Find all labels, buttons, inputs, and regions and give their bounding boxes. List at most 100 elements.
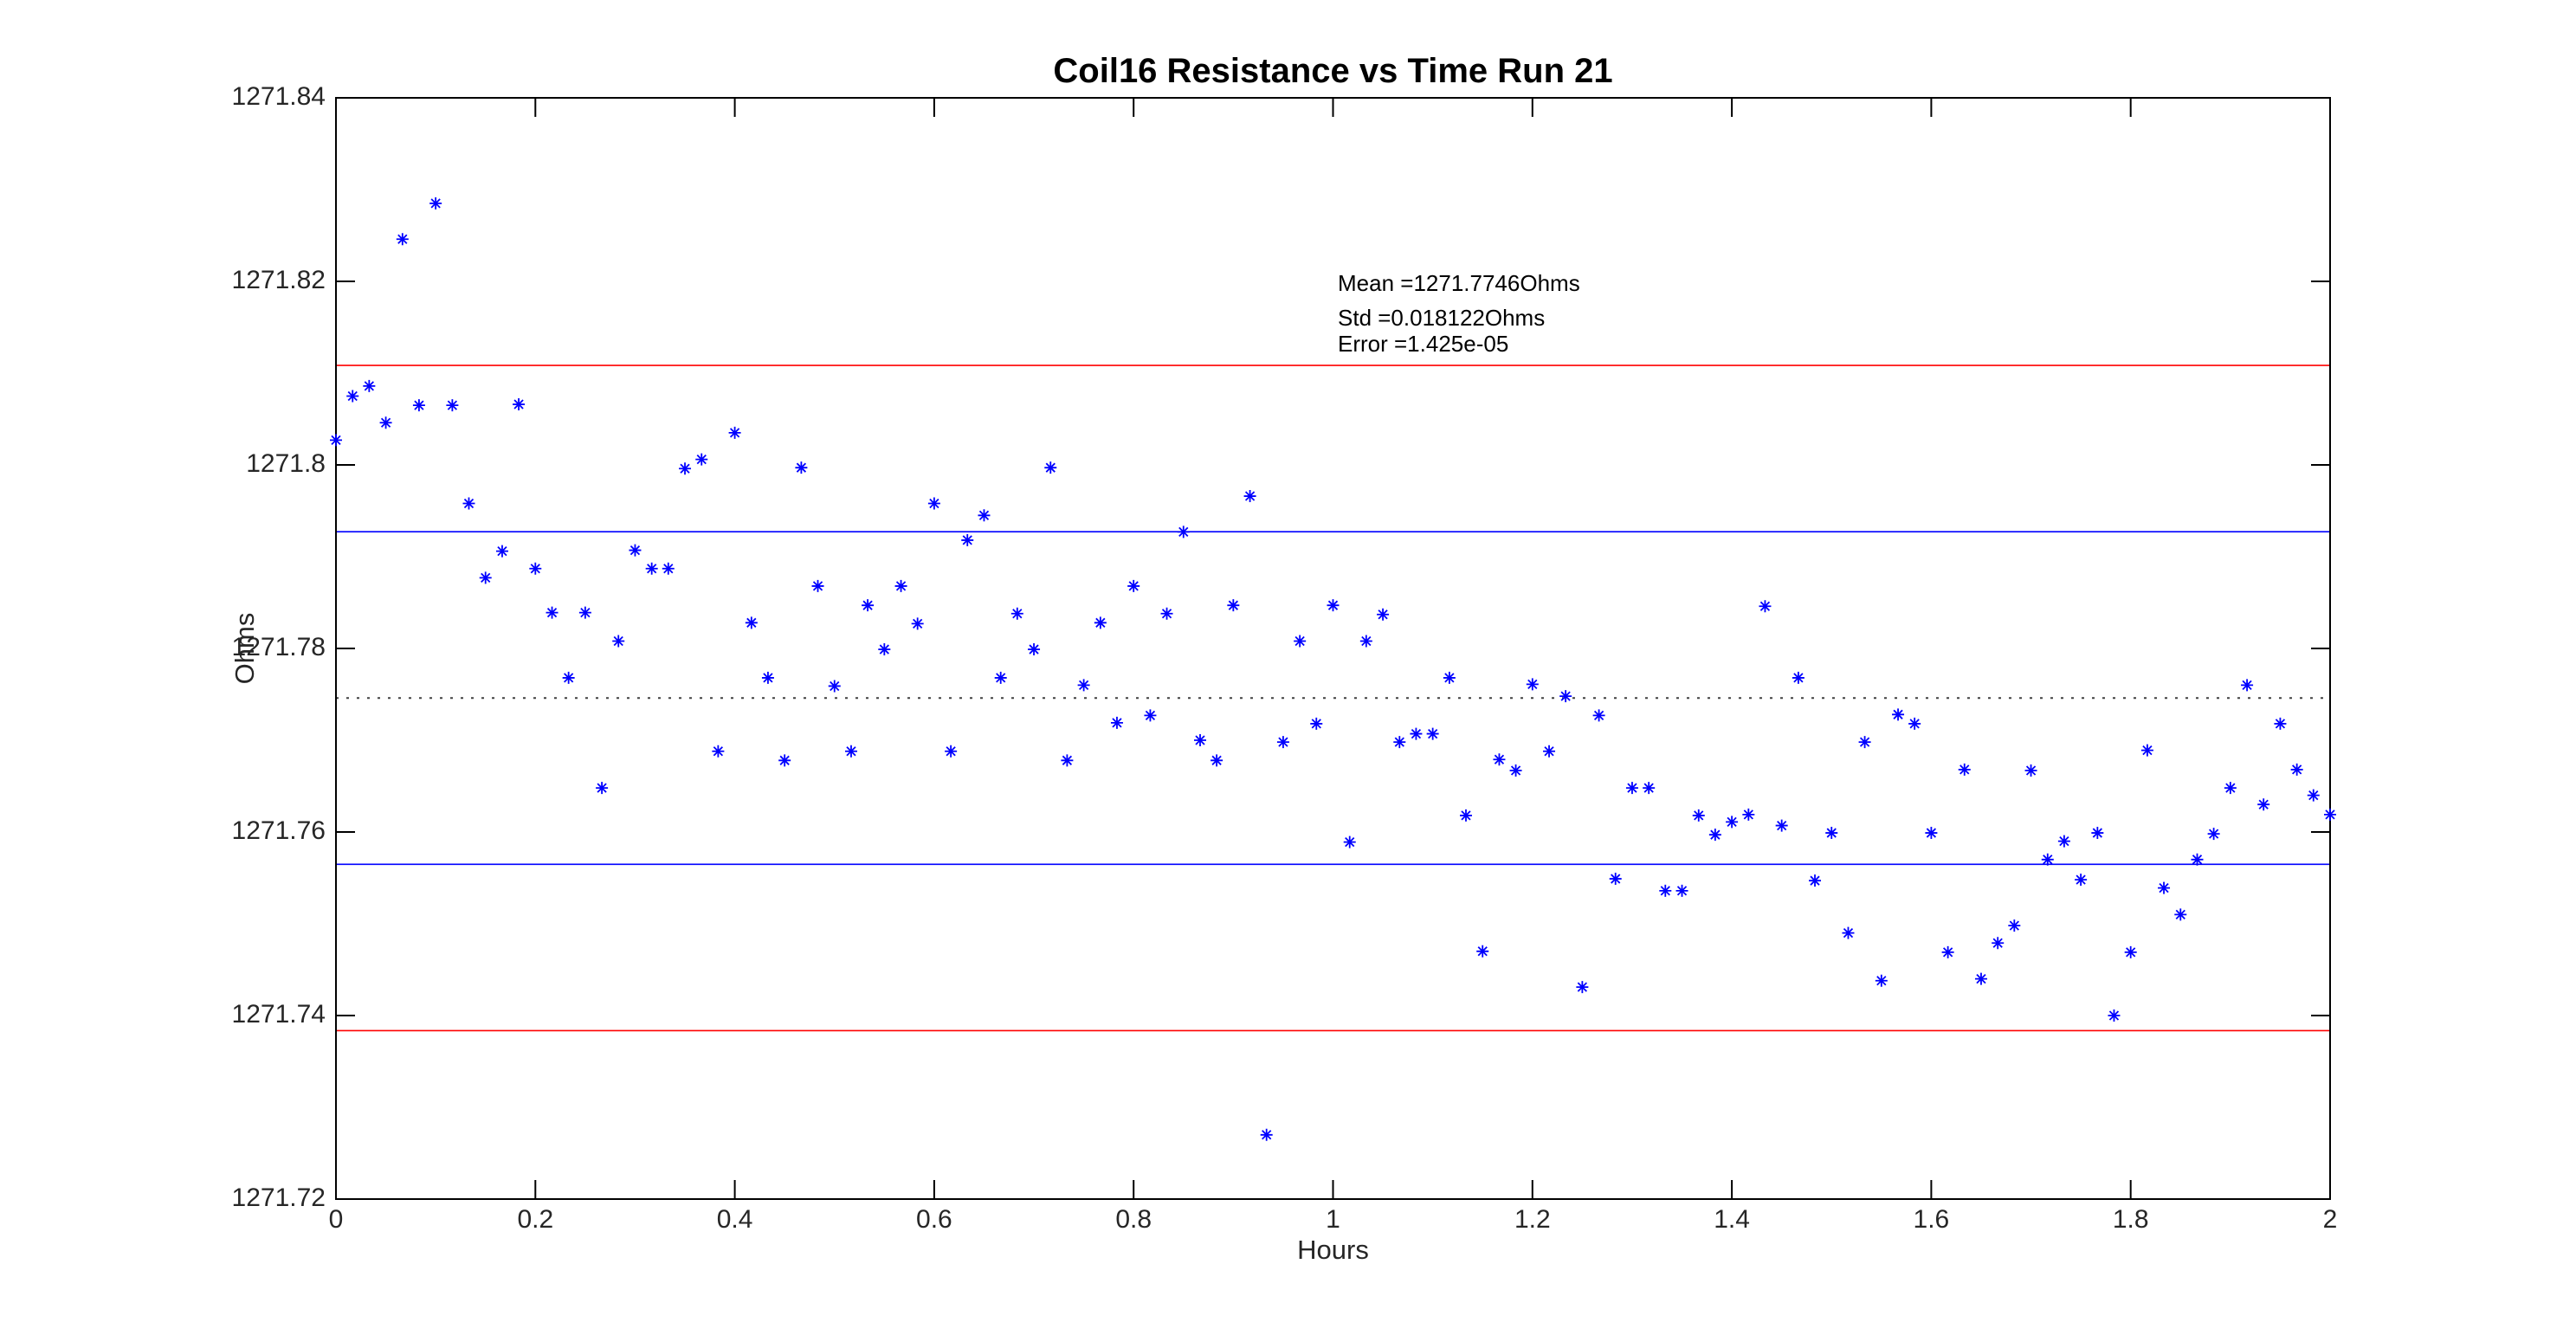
- data-point-marker: [363, 379, 376, 392]
- data-point-marker: [1941, 945, 1954, 958]
- data-point-marker: [1974, 972, 1987, 985]
- data-point-marker: [2091, 827, 2104, 840]
- data-point-marker: [1759, 600, 1772, 613]
- data-point-marker: [745, 616, 758, 629]
- data-point-marker: [828, 680, 841, 693]
- data-point-marker: [1775, 819, 1788, 832]
- y-tick-label: 1271.84: [231, 82, 326, 111]
- data-point-marker: [862, 599, 875, 612]
- x-tick-label: 1.8: [2112, 1205, 2149, 1234]
- data-point-marker: [761, 671, 774, 684]
- data-point-marker: [1327, 599, 1340, 612]
- data-point-marker: [1908, 717, 1921, 730]
- data-point-marker: [379, 416, 392, 429]
- data-point-marker: [994, 671, 1007, 684]
- data-point-marker: [1476, 945, 1489, 958]
- data-point-marker: [1194, 734, 1207, 746]
- data-point-marker: [978, 509, 991, 522]
- x-tick-label: 0.4: [716, 1205, 753, 1234]
- x-tick-label: 1.2: [1514, 1205, 1551, 1234]
- data-point-marker: [1211, 754, 1223, 767]
- data-point-marker: [1177, 526, 1190, 539]
- data-point-marker: [1858, 736, 1871, 749]
- y-tick-label: 1271.76: [231, 816, 326, 845]
- data-point-marker: [2290, 763, 2303, 776]
- data-point-marker: [446, 399, 459, 412]
- y-tick-label: 1271.78: [231, 633, 326, 661]
- y-tick-label: 1271.74: [231, 1000, 326, 1029]
- data-point-marker: [1543, 745, 1556, 758]
- data-point-marker: [1310, 717, 1323, 730]
- data-point-marker: [712, 745, 725, 758]
- data-point-marker: [1526, 678, 1539, 691]
- data-point-marker: [1343, 835, 1356, 848]
- data-point-marker: [1227, 599, 1240, 612]
- data-point-marker: [2191, 853, 2204, 866]
- x-tick-label: 2: [2322, 1205, 2338, 1234]
- y-tick-label: 1271.72: [231, 1183, 326, 1212]
- data-point-marker: [1061, 754, 1074, 767]
- data-point-marker: [1044, 461, 1057, 474]
- data-point-marker: [2024, 764, 2037, 777]
- y-tick-label: 1271.8: [246, 449, 326, 478]
- data-point-marker: [1393, 736, 1406, 749]
- data-point-marker: [1443, 671, 1456, 684]
- data-point-marker: [695, 453, 708, 466]
- x-tick-label: 0.2: [517, 1205, 554, 1234]
- data-point-marker: [1992, 937, 2005, 950]
- data-point-marker: [894, 579, 907, 592]
- data-point-marker: [2307, 789, 2320, 802]
- data-point-marker: [479, 571, 492, 584]
- data-point-marker: [2008, 919, 2021, 932]
- data-point-marker: [2224, 782, 2237, 795]
- data-point-marker: [1077, 679, 1090, 692]
- data-point-marker: [1110, 716, 1123, 729]
- data-point-marker: [1892, 708, 1905, 721]
- data-point-marker: [945, 745, 958, 758]
- x-tick-label: 0: [328, 1205, 344, 1234]
- data-point-marker: [878, 643, 891, 656]
- x-tick-label: 0.8: [1115, 1205, 1152, 1234]
- data-point-marker: [1359, 635, 1372, 648]
- data-point-marker: [1825, 827, 1838, 840]
- data-point-marker: [2158, 881, 2171, 894]
- data-point-marker: [1160, 607, 1173, 620]
- data-point-marker: [1243, 490, 1256, 503]
- annotation-error: Error =1.425e-05: [1338, 331, 1509, 357]
- y-tick-label: 1271.82: [231, 266, 326, 294]
- data-point-marker: [1875, 974, 1888, 987]
- data-point-marker: [396, 233, 409, 246]
- data-point-marker: [2075, 874, 2088, 887]
- data-point-marker: [1659, 884, 1672, 897]
- data-point-marker: [612, 635, 625, 648]
- data-point-marker: [679, 462, 692, 475]
- data-point-marker: [1842, 926, 1855, 939]
- data-point-marker: [429, 197, 442, 210]
- data-point-marker: [2257, 798, 2270, 811]
- data-point-marker: [330, 434, 342, 447]
- x-tick-label: 1.6: [1913, 1205, 1950, 1234]
- data-point-marker: [495, 545, 508, 558]
- data-point-marker: [562, 671, 575, 684]
- x-axis-label: Hours: [1297, 1235, 1369, 1265]
- data-point-marker: [2241, 679, 2254, 692]
- data-point-marker: [513, 398, 526, 411]
- data-point-marker: [629, 544, 642, 557]
- annotation-mean: Mean =1271.7746Ohms: [1338, 270, 1580, 296]
- data-point-marker: [1809, 874, 1822, 887]
- data-point-marker: [1260, 1128, 1273, 1141]
- data-point-marker: [1144, 709, 1157, 722]
- data-point-marker: [1592, 709, 1605, 722]
- data-point-marker: [1493, 753, 1506, 766]
- data-point-marker: [462, 497, 475, 510]
- chart-title: Coil16 Resistance vs Time Run 21: [1053, 52, 1613, 90]
- data-point-marker: [346, 390, 359, 403]
- data-point-marker: [529, 562, 542, 575]
- data-point-marker: [1726, 816, 1739, 829]
- data-point-marker: [795, 461, 808, 474]
- data-point-marker: [1742, 808, 1755, 821]
- data-point-marker: [1509, 764, 1522, 777]
- data-point-marker: [927, 497, 940, 510]
